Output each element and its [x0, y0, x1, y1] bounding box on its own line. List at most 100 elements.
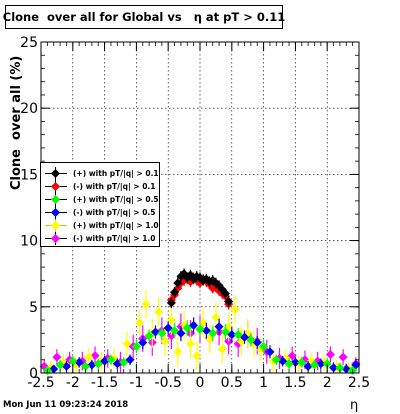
x-tick-label: 1.5 — [284, 375, 306, 391]
data-point — [220, 327, 230, 337]
data-point — [335, 363, 345, 373]
data-point — [329, 363, 339, 373]
data-point — [278, 356, 288, 366]
data-point — [173, 278, 183, 288]
data-point — [240, 332, 250, 342]
data-point — [224, 297, 234, 307]
data-point — [170, 287, 180, 297]
data-series — [166, 268, 234, 309]
legend-marker — [45, 193, 67, 206]
x-tick-label: 0 — [196, 375, 205, 391]
data-point — [227, 330, 237, 340]
data-point — [93, 359, 103, 369]
data-point — [135, 318, 145, 328]
legend-marker — [45, 167, 67, 180]
x-tick-label: -1.5 — [91, 375, 118, 391]
legend-entry: (+) with pT/|q| > 0.1 — [45, 167, 159, 180]
data-point — [87, 360, 97, 370]
data-series — [49, 317, 361, 374]
data-point — [81, 361, 91, 371]
legend-label: (-) with pT/|q| > 0.1 — [73, 182, 156, 191]
data-point — [316, 359, 326, 369]
data-point — [220, 289, 230, 299]
data-point — [325, 349, 335, 359]
y-tick-label: 0 — [29, 366, 38, 382]
data-point — [150, 327, 160, 337]
x-tick-label: 0.5 — [221, 375, 243, 391]
data-point — [214, 322, 224, 332]
data-point — [252, 338, 262, 348]
data-point — [290, 357, 300, 367]
data-point — [233, 330, 243, 340]
legend-marker — [45, 232, 67, 245]
legend-label: (-) with pT/|q| > 1.0 — [73, 234, 156, 243]
data-point — [303, 361, 313, 371]
data-point — [170, 326, 180, 336]
data-point — [173, 347, 183, 357]
x-tick-label: -0.5 — [155, 375, 182, 391]
y-tick-label: 5 — [29, 300, 38, 316]
y-axis-label: Clone over all (%) — [9, 55, 24, 190]
legend-entry: (-) with pT/|q| > 0.1 — [45, 180, 155, 193]
chart-title-box: Clone over all for Global vs η at pT > 0… — [2, 5, 286, 29]
y-tick-label: 25 — [20, 35, 38, 51]
data-point — [201, 326, 211, 336]
x-tick-label: -1 — [129, 375, 143, 391]
x-tick-label: 2.5 — [348, 375, 370, 391]
series-layer — [39, 268, 361, 375]
data-point — [106, 355, 116, 365]
data-point — [52, 352, 62, 362]
data-point — [192, 351, 202, 361]
x-tick-label: 1 — [259, 375, 268, 391]
data-point — [163, 323, 173, 333]
data-point — [189, 320, 199, 330]
data-point — [157, 328, 167, 338]
legend-marker — [45, 206, 67, 219]
x-tick-label: -2 — [66, 375, 80, 391]
data-point — [195, 324, 205, 334]
data-point — [160, 336, 170, 346]
legend-marker — [45, 180, 67, 193]
data-point — [208, 328, 218, 338]
data-point — [309, 360, 319, 370]
data-point — [68, 356, 78, 366]
data-point — [100, 356, 110, 366]
legend-entry: (+) with pT/|q| > 0.5 — [45, 193, 159, 206]
legend-label: (+) with pT/|q| > 0.5 — [73, 195, 159, 204]
x-tick-label: -2.5 — [27, 375, 54, 391]
data-point — [176, 328, 186, 338]
data-point — [217, 344, 227, 354]
data-point — [284, 359, 294, 369]
data-point — [182, 323, 192, 333]
axis-ticks — [40, 41, 360, 374]
data-point — [55, 360, 65, 370]
data-point — [141, 299, 151, 309]
data-point — [112, 359, 122, 369]
y-tick-label: 20 — [20, 101, 38, 117]
data-point — [338, 352, 348, 362]
data-point — [138, 338, 148, 348]
data-point — [185, 339, 195, 349]
data-point — [125, 355, 135, 365]
data-point — [90, 351, 100, 361]
data-point — [246, 335, 256, 345]
legend-label: (+) with pT/|q| > 0.1 — [73, 169, 159, 178]
data-point — [198, 318, 208, 328]
data-point — [271, 355, 281, 365]
x-tick-label: 2 — [323, 375, 332, 391]
x-axis-label: η — [350, 398, 359, 413]
legend-entry: (+) with pT/|q| > 1.0 — [45, 219, 159, 232]
data-point — [166, 315, 176, 325]
chart-title: Clone over all for Global vs η at pT > 0… — [2, 10, 286, 24]
y-tick-label: 10 — [20, 234, 38, 250]
data-point — [265, 347, 275, 357]
timestamp: Mon Jun 11 09:23:24 2018 — [3, 400, 129, 410]
legend-entry: (-) with pT/|q| > 1.0 — [45, 232, 155, 245]
data-point — [259, 342, 269, 352]
legend-label: (+) with pT/|q| > 1.0 — [73, 221, 159, 230]
data-point — [154, 307, 164, 317]
data-point — [74, 357, 84, 367]
data-point — [61, 361, 71, 371]
data-point — [230, 304, 240, 314]
data-series — [42, 320, 358, 375]
